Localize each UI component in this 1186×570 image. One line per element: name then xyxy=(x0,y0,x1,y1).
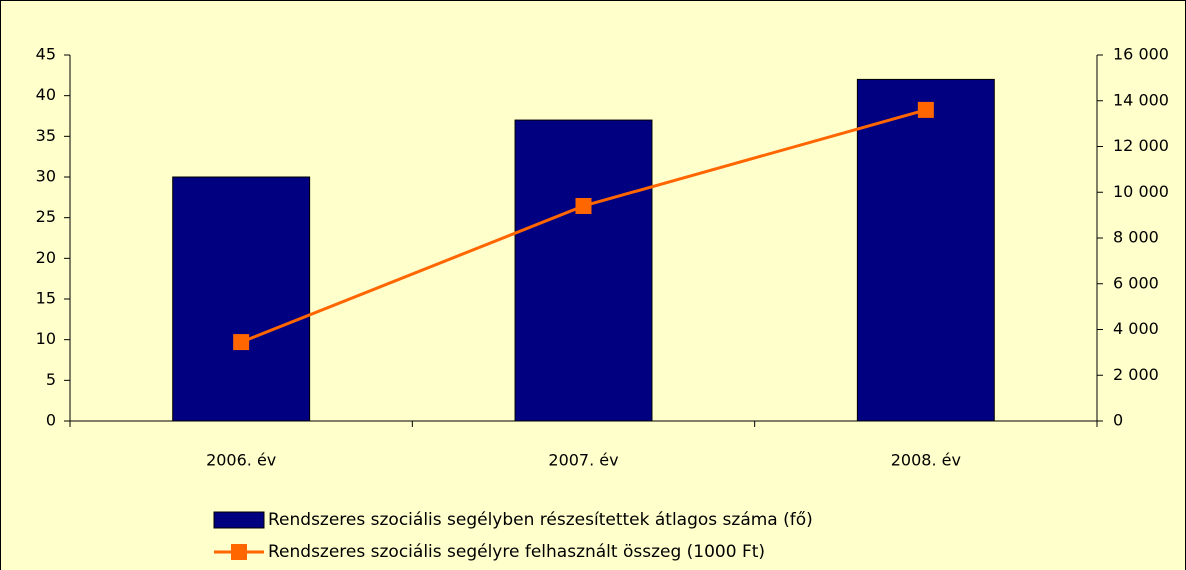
y-tick-label: 5 xyxy=(46,370,56,389)
legend-label: Rendszeres szociális segélyre felhasznál… xyxy=(268,542,765,562)
x-tick-label: 2006. év xyxy=(206,451,276,470)
x-tick-label: 2007. év xyxy=(548,451,618,470)
line-marker xyxy=(575,197,592,214)
y-tick-label: 0 xyxy=(46,411,56,430)
y-tick-label: 15 xyxy=(36,289,56,308)
y2-tick-label: 0 xyxy=(1113,411,1123,430)
y-tick-label: 20 xyxy=(36,248,56,267)
y2-tick-label: 2 000 xyxy=(1113,365,1159,384)
x-tick-label: 2008. év xyxy=(891,451,961,470)
bar xyxy=(856,78,995,422)
bar xyxy=(172,176,311,422)
y2-tick-label: 12 000 xyxy=(1113,136,1169,155)
line-marker xyxy=(233,334,250,351)
y-tick-label: 35 xyxy=(36,126,56,145)
line-marker xyxy=(917,101,934,118)
legend-swatch-marker xyxy=(231,544,247,560)
y2-tick-label: 6 000 xyxy=(1113,273,1159,292)
y2-tick-label: 16 000 xyxy=(1113,45,1169,64)
y2-tick-label: 8 000 xyxy=(1113,228,1159,247)
y-tick-label: 10 xyxy=(36,329,56,348)
bar xyxy=(514,119,653,422)
y2-tick-label: 14 000 xyxy=(1113,90,1169,109)
y-tick-label: 30 xyxy=(36,167,56,186)
y-tick-label: 45 xyxy=(36,45,56,64)
legend-label: Rendszeres szociális segélyben részesíte… xyxy=(268,510,813,530)
y2-tick-label: 4 000 xyxy=(1113,319,1159,338)
y2-tick-label: 10 000 xyxy=(1113,182,1169,201)
y-tick-label: 40 xyxy=(36,85,56,104)
legend-swatch xyxy=(213,511,265,529)
y-tick-label: 25 xyxy=(36,207,56,226)
